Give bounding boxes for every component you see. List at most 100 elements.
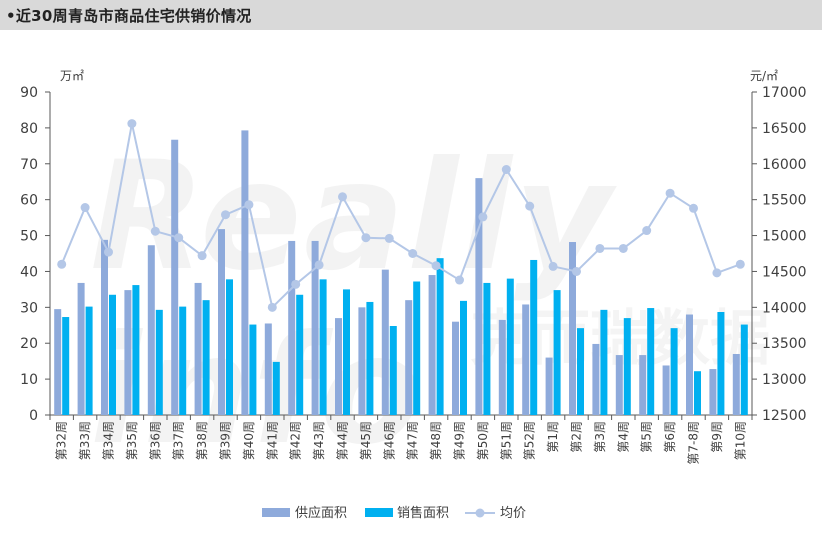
sales-bar <box>366 301 374 415</box>
x-tick-label: 第2周 <box>570 421 584 453</box>
price-point <box>267 302 277 312</box>
price-point <box>80 203 90 213</box>
sales-bar <box>226 279 233 415</box>
y-right-tick-label: 14000 <box>762 300 807 316</box>
bar-series <box>54 130 748 415</box>
chart-legend: 供应面积 销售面积 均价 <box>262 505 526 521</box>
x-tick-label: 第40周 <box>242 421 256 460</box>
price-point <box>104 247 113 257</box>
x-tick-label: 第39周 <box>219 421 233 460</box>
x-tick-label: 第9周 <box>710 421 724 453</box>
sales-bar <box>179 306 187 415</box>
supply-bar <box>194 282 202 415</box>
sales-bar <box>319 279 327 415</box>
y-right-unit: 元/㎡ <box>750 69 778 83</box>
sales-bar <box>553 290 561 415</box>
supply-bar <box>54 309 62 415</box>
sales-bar <box>343 289 350 415</box>
y-left-tick-label: 10 <box>20 372 38 388</box>
combo-chart: 0 10 20 30 40 50 60 70 80 90 万㎡ 12500 13000 13500 1400… <box>20 69 806 521</box>
supply-bar <box>545 357 553 415</box>
supply-bar <box>77 282 85 415</box>
sales-bar <box>62 317 70 415</box>
legend-sales-swatch <box>365 508 393 517</box>
supply-bar <box>101 239 108 415</box>
legend-supply-label: 供应面积 <box>295 505 347 521</box>
supply-bar <box>381 269 389 415</box>
price-point <box>127 119 137 129</box>
supply-bar <box>475 178 483 415</box>
x-tick-label: 第51周 <box>499 421 513 460</box>
x-tick-label: 第7-8周 <box>687 421 701 465</box>
chart-header: •近30周青岛市商品住宅供销价情况 <box>0 0 822 30</box>
supply-bar <box>218 229 225 415</box>
x-tick-label: 第32周 <box>55 421 69 460</box>
supply-bar <box>709 369 717 415</box>
supply-bar <box>639 355 647 415</box>
sales-bar <box>530 259 538 415</box>
sales-bar <box>296 294 304 415</box>
y-left-tick-label: 20 <box>20 336 38 352</box>
price-point <box>361 233 371 243</box>
y-left-unit: 万㎡ <box>60 69 84 83</box>
y-right-tick-label: 13500 <box>762 336 807 352</box>
x-tick-label: 第38周 <box>195 421 209 460</box>
sales-bar <box>694 371 701 415</box>
chart-axes: 0 10 20 30 40 50 60 70 80 90 万㎡ 12500 13000 13500 1400… <box>20 69 806 424</box>
y-right-tick-label: 16000 <box>762 157 807 173</box>
price-point <box>735 259 745 269</box>
x-tick-label: 第3周 <box>593 421 607 453</box>
x-tick-label: 第36周 <box>148 421 162 460</box>
price-point <box>431 261 441 271</box>
price-point <box>525 201 535 211</box>
y-left-tick-label: 90 <box>20 85 38 101</box>
supply-bar <box>335 318 342 415</box>
sales-bar <box>506 278 514 415</box>
sales-bar <box>670 328 678 415</box>
price-point <box>221 210 230 220</box>
supply-bar <box>615 355 623 415</box>
price-point <box>338 192 347 202</box>
price-point <box>642 226 652 236</box>
supply-bar <box>358 307 366 415</box>
x-tick-label: 第1周 <box>546 421 560 453</box>
y-left-tick-label: 60 <box>20 193 38 209</box>
price-point <box>548 261 558 271</box>
sales-bar <box>647 308 655 415</box>
price-point <box>665 188 675 198</box>
price-point <box>244 200 254 210</box>
y-right-tick-label: 12500 <box>762 408 807 424</box>
supply-bar <box>569 242 576 415</box>
legend-sales-label: 销售面积 <box>397 505 449 521</box>
y-left-tick-label: 30 <box>20 300 38 316</box>
x-axis-labels: 第32周 第33周 第34周 第35周 第36周 第37周 第38周 第39周 第40周 第41周… <box>55 421 748 465</box>
x-tick-label: 第52周 <box>523 421 537 460</box>
supply-bar <box>686 314 693 415</box>
sales-bar <box>132 285 140 415</box>
supply-bar <box>288 240 296 415</box>
x-tick-label: 第42周 <box>289 421 303 460</box>
price-point <box>384 233 394 243</box>
supply-bar <box>405 300 413 415</box>
x-tick-label: 第50周 <box>476 421 490 460</box>
y-left-tick-label: 80 <box>20 121 38 137</box>
supply-bar <box>124 290 132 415</box>
price-point <box>57 259 67 269</box>
price-point <box>712 268 722 278</box>
sales-bar <box>740 324 748 415</box>
sales-bar <box>109 294 116 415</box>
price-point <box>618 243 628 253</box>
x-tick-label: 第45周 <box>359 421 373 460</box>
price-point <box>314 260 324 270</box>
sales-bar <box>600 309 608 415</box>
price-point <box>291 279 301 289</box>
price-line-series <box>57 119 745 312</box>
price-point <box>501 165 511 175</box>
supply-bar <box>264 323 272 415</box>
x-tick-label: 第44周 <box>336 421 350 460</box>
y-left-tick-label: 0 <box>29 408 38 424</box>
price-point <box>455 275 464 285</box>
sales-bar <box>436 258 444 415</box>
y-left-tick-label: 40 <box>20 264 38 280</box>
chart-title: •近30周青岛市商品住宅供销价情况 <box>6 7 252 25</box>
